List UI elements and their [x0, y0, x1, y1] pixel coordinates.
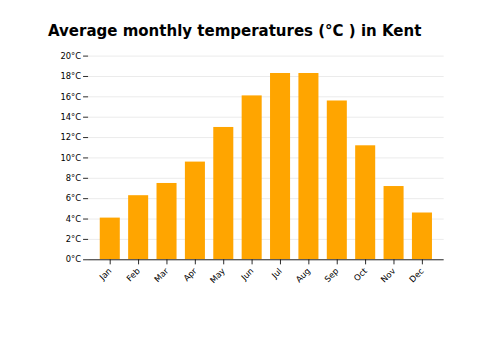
- svg-text:Dec: Dec: [407, 266, 426, 285]
- svg-text:6°C: 6°C: [66, 193, 81, 203]
- svg-text:Aug: Aug: [294, 266, 313, 285]
- svg-text:Mar: Mar: [152, 265, 171, 284]
- svg-text:18°C: 18°C: [60, 71, 81, 81]
- svg-text:12°C: 12°C: [60, 132, 81, 142]
- svg-text:20°C: 20°C: [60, 51, 81, 61]
- svg-text:8°C: 8°C: [66, 173, 81, 183]
- svg-text:14°C: 14°C: [60, 112, 81, 122]
- svg-text:Sep: Sep: [322, 266, 340, 284]
- html-text:Average monthly temperatures (: Average monthly temperatures (°C ) in Ke…: [48, 22, 422, 40]
- svg-text:Oct: Oct: [352, 265, 370, 283]
- svg-text:2°C: 2°C: [66, 234, 81, 244]
- svg-text:Nov: Nov: [379, 266, 398, 285]
- svg-text:Jul: Jul: [269, 266, 284, 281]
- svg-text:16°C: 16°C: [60, 92, 81, 102]
- svg-text:Feb: Feb: [124, 266, 142, 284]
- svg-text:0°C: 0°C: [66, 254, 81, 264]
- svg-text:Apr: Apr: [181, 265, 199, 283]
- svg-text:4°C: 4°C: [66, 214, 81, 224]
- svg-text:Jun: Jun: [238, 266, 255, 283]
- svg-text:10°C: 10°C: [60, 153, 81, 163]
- svg-text:Jan: Jan: [97, 266, 114, 283]
- svg-text:May: May: [208, 266, 227, 285]
